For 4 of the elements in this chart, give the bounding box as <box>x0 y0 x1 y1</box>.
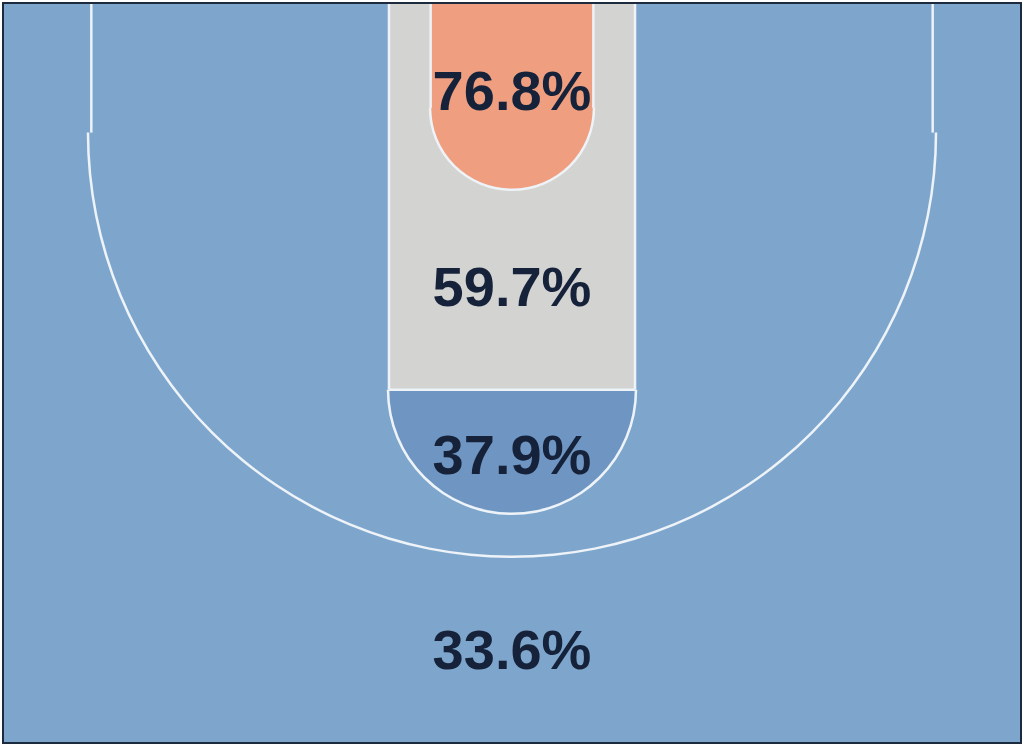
data-label: 33.6% <box>432 617 592 681</box>
data-label: 76.8% <box>432 59 592 123</box>
data-label: 37.9% <box>432 423 592 487</box>
data-label: 59.7% <box>432 254 592 318</box>
